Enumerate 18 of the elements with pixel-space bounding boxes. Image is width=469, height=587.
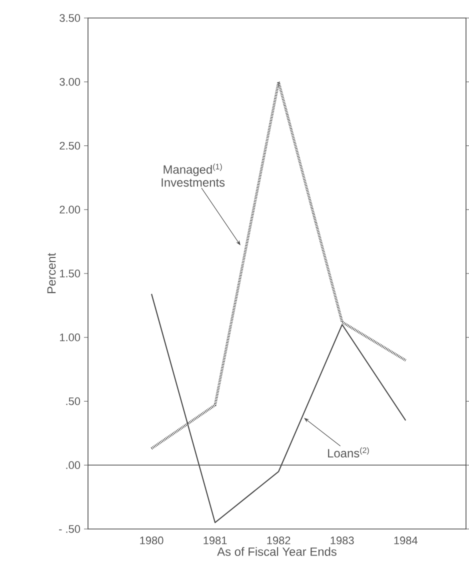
y-tick-label: 3.00 <box>60 78 80 86</box>
x-tick-label: 1983 <box>330 536 354 544</box>
annotation: Loans$^{(2)}$ <box>328 447 369 458</box>
y-tick-label: 2.50 <box>60 142 80 150</box>
x-tick-label: 1980 <box>140 536 164 544</box>
y-tick-label: - .50 <box>59 525 80 533</box>
x-tick-label: 1982 <box>267 536 290 544</box>
x-tick-label: 1981 <box>204 536 227 544</box>
y-tick-label: 1.00 <box>60 334 80 342</box>
y-tick-label: .50 <box>66 397 80 406</box>
annotation: Managed$^{(1)}$ Investments <box>162 164 225 187</box>
y-tick-label: .00 <box>66 461 80 470</box>
y-tick-label: 3.50 <box>60 14 80 22</box>
x-axis-title: As of Fiscal Year Ends <box>217 547 336 556</box>
y-tick-label: 2.00 <box>60 206 80 214</box>
x-tick-label: 1984 <box>394 536 418 544</box>
y-tick-label: 1.50 <box>60 270 80 278</box>
y-axis-title: Percent <box>47 252 56 294</box>
